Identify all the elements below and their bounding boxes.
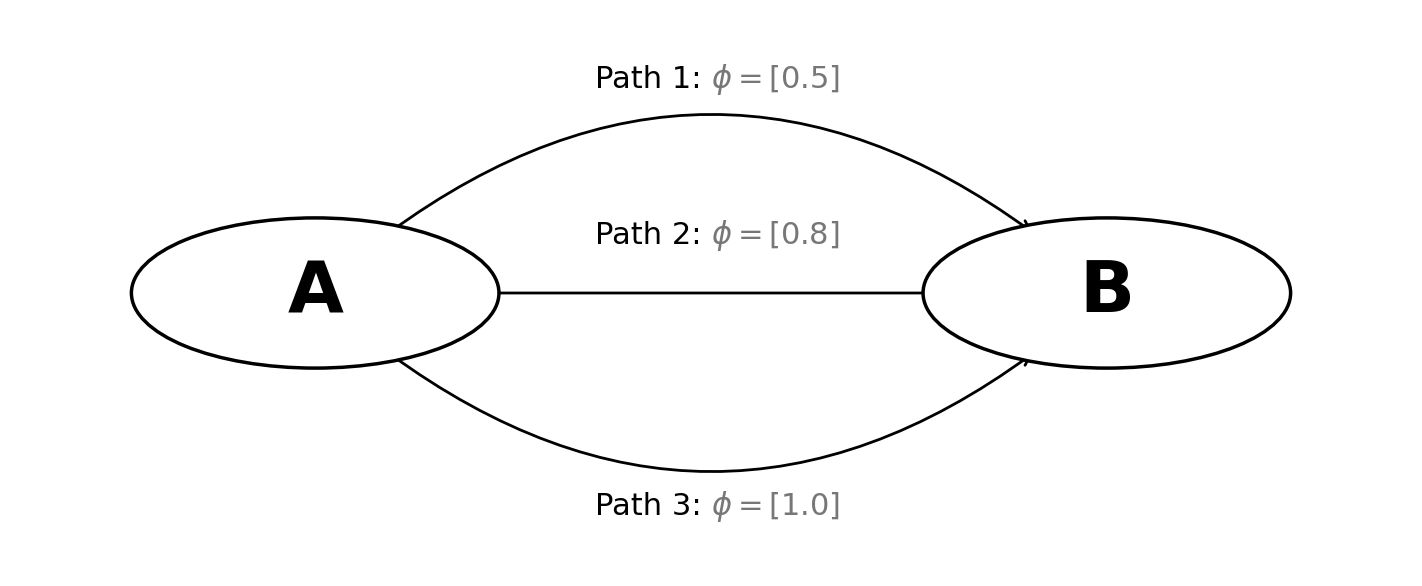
Text: Path 1:: Path 1: <box>594 65 711 94</box>
FancyArrowPatch shape <box>390 353 1030 472</box>
Circle shape <box>923 218 1291 368</box>
Circle shape <box>131 218 499 368</box>
FancyArrowPatch shape <box>411 288 1008 298</box>
Text: A: A <box>287 258 343 328</box>
Text: B: B <box>1079 258 1135 328</box>
FancyArrowPatch shape <box>390 114 1030 233</box>
Text: $\phi = [0.5]$: $\phi = [0.5]$ <box>711 62 840 97</box>
Text: $\phi = [0.8]$: $\phi = [0.8]$ <box>711 218 839 253</box>
Text: Path 3:: Path 3: <box>594 492 711 521</box>
Text: Path 2:: Path 2: <box>594 221 711 250</box>
Text: $\phi = [1.0]$: $\phi = [1.0]$ <box>711 489 840 524</box>
